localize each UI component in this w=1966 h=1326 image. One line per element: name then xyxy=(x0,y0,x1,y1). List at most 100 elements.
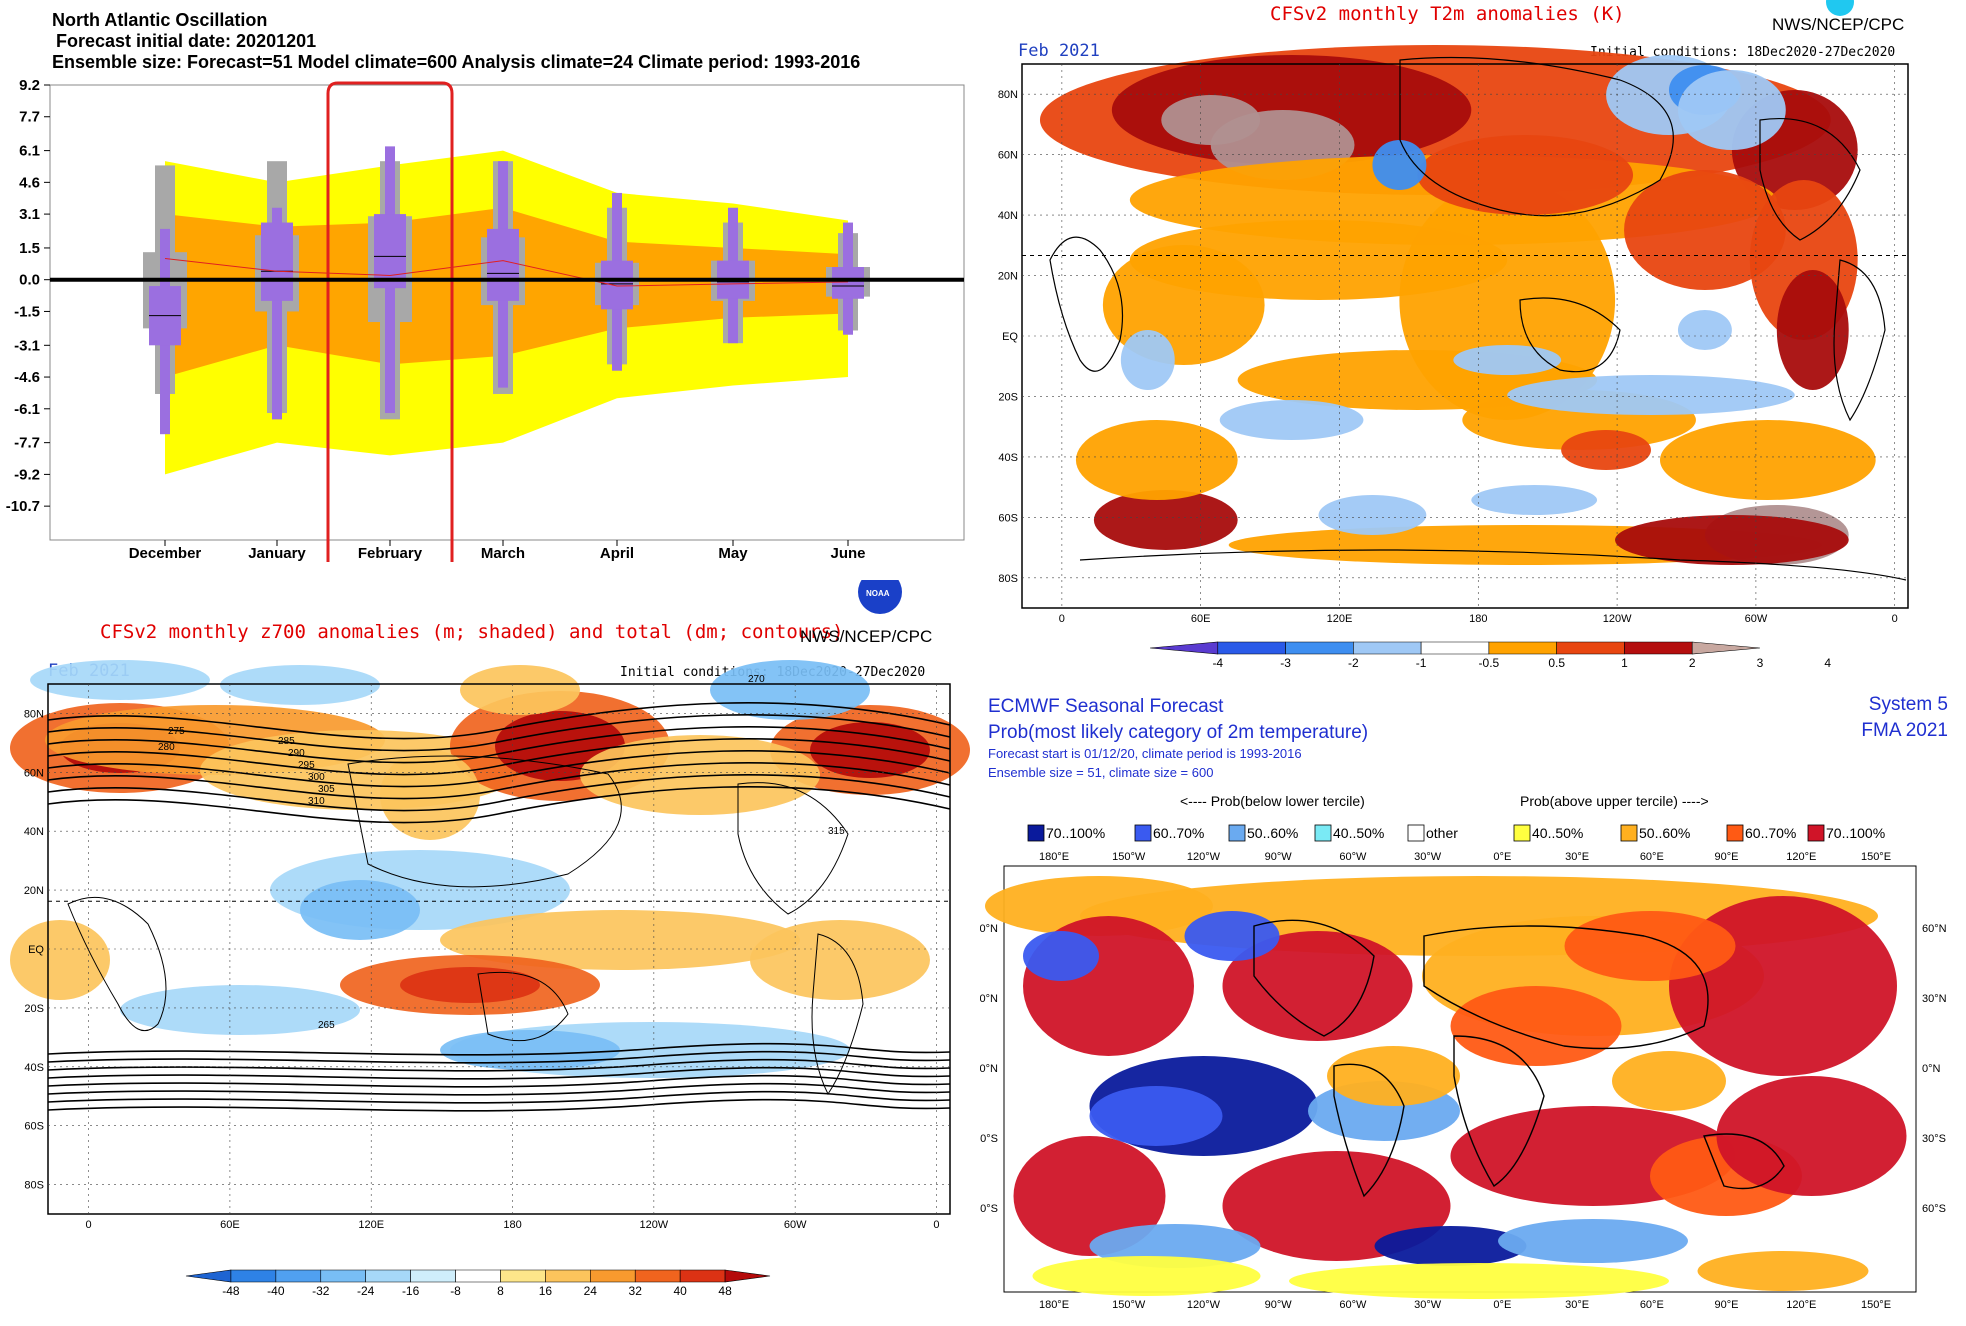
z700-lon-label: 120E xyxy=(358,1219,384,1231)
z700-contour xyxy=(47,1042,951,1056)
ecmwf-lat-label-right: 0°N xyxy=(1922,1063,1941,1075)
t2m-anomaly-region xyxy=(1093,490,1238,550)
t2m-anomaly-region xyxy=(1659,420,1876,500)
z700-contour xyxy=(47,738,951,776)
z700-colorbar-label: -24 xyxy=(357,1284,375,1298)
t2m-colorbar-label: -0.5 xyxy=(1479,656,1500,670)
z700-contour xyxy=(47,1098,951,1112)
ecmwf-lon-label-top: 120°W xyxy=(1187,851,1221,863)
ecmwf-lon-label-top: 180°E xyxy=(1039,851,1069,863)
ecmwf-lon-label-top: 30°W xyxy=(1414,851,1442,863)
ecmwf-legend-swatch xyxy=(1027,824,1045,842)
ecmwf-coastline xyxy=(1453,1035,1545,1187)
t2m-lon-label: 60W xyxy=(1745,613,1768,625)
t2m-lat-label: 40S xyxy=(998,452,1018,464)
ecmwf-lon-label-top: 150°E xyxy=(1861,851,1891,863)
z700-colorbar-label: -48 xyxy=(222,1284,240,1298)
t2m-lat-label: 20S xyxy=(998,391,1018,403)
ecmwf-legend-label: 70..100% xyxy=(1826,825,1885,841)
nao-xtick-label: January xyxy=(248,545,306,562)
ecmwf-legend-swatch xyxy=(1134,824,1152,842)
t2m-anomaly-region xyxy=(1677,310,1732,350)
t2m-lon-label: 0 xyxy=(1892,613,1898,625)
ecmwf-lon-label-bottom: 60°E xyxy=(1640,1299,1664,1311)
noaa-logo-icon xyxy=(1826,0,1854,16)
nao-init-date: Forecast initial date: 20201201 xyxy=(56,31,316,51)
t2m-title: CFSv2 monthly T2m anomalies (K) xyxy=(1270,3,1625,25)
t2m-anomaly-region xyxy=(1120,330,1175,390)
z700-contour xyxy=(47,762,951,800)
z700-colorbar-segment xyxy=(230,1269,277,1283)
z700-contour xyxy=(47,774,951,812)
ecmwf-subtitle: Prob(most likely category of 2m temperat… xyxy=(988,722,1368,743)
z700-lon-label: 0 xyxy=(86,1219,92,1231)
ecmwf-lon-label-bottom: 30°W xyxy=(1414,1299,1442,1311)
ecmwf-legend-label: 50..60% xyxy=(1247,825,1298,841)
ecmwf-lon-label-bottom: 60°W xyxy=(1339,1299,1367,1311)
z700-colorbar-segment xyxy=(545,1269,591,1283)
z700-contour xyxy=(47,1082,951,1096)
nao-ytick-label: -1.5 xyxy=(14,303,40,320)
nao-plot-area: 9.2 7.7 6.1 4.6 3.1 1.5 0.0 -1.5 -3.1 -4.6 -6.1 -7.… xyxy=(6,77,965,562)
t2m-anomaly-region xyxy=(1471,485,1598,515)
z700-lon-label: 120W xyxy=(639,1219,668,1231)
z700-contour xyxy=(47,714,951,752)
t2m-anomaly-region xyxy=(1417,135,1634,215)
z700-colorbar-segment xyxy=(500,1269,546,1283)
nao-ytick-label: -7.7 xyxy=(14,435,40,452)
ecmwf-lat-label-left: 60°N xyxy=(980,923,998,935)
z700-anomaly-region xyxy=(440,1030,620,1070)
nao-highlight-box xyxy=(326,81,454,562)
t2m-map: 80N 60N 40N 20N EQ 20S 40S 60S 80S 0 60E 120E 180 120… xyxy=(998,45,1909,625)
ecmwf-lon-label-top: 120°E xyxy=(1786,851,1816,863)
t2m-colorbar-label: -1 xyxy=(1416,656,1427,670)
t2m-lon-label: 120E xyxy=(1327,613,1353,625)
ecmwf-probability-region xyxy=(1612,1051,1726,1111)
t2m-colorbar-label: -4 xyxy=(1212,656,1223,670)
ecmwf-probability-region xyxy=(1289,1263,1669,1299)
t2m-coastline xyxy=(1519,297,1621,373)
t2m-colorbar-label: -3 xyxy=(1280,656,1291,670)
t2m-lon-label: 60E xyxy=(1191,613,1211,625)
t2m-lat-label: 60S xyxy=(998,512,1018,524)
nao-ytick-label: -10.7 xyxy=(6,498,40,515)
t2m-source: NWS/NCEP/CPC xyxy=(1772,15,1904,34)
ecmwf-probability-region xyxy=(1450,986,1622,1066)
ecmwf-probability-region xyxy=(1222,931,1413,1041)
nao-ytick-label: 0.0 xyxy=(19,272,40,289)
nao-forecast-box xyxy=(261,222,293,301)
nao-ytick-label: -6.1 xyxy=(14,401,40,418)
nao-ytick-label: -3.1 xyxy=(14,337,40,354)
nao-ytick-label: -4.6 xyxy=(14,369,40,386)
z700-colorbar-segment xyxy=(365,1269,411,1283)
z700-contour-label: 285 xyxy=(278,736,295,747)
z700-lon-label: 180 xyxy=(503,1219,521,1231)
z700-lat-label: 80N xyxy=(24,708,44,720)
t2m-colorbar-segment xyxy=(1217,641,1286,655)
nao-ytick-label: -9.2 xyxy=(14,466,40,483)
z700-lat-label: 60S xyxy=(24,1121,44,1133)
ecmwf-lon-label-top: 0°E xyxy=(1493,851,1511,863)
z700-anomaly-region xyxy=(440,910,800,970)
ecmwf-probability-region xyxy=(1089,1086,1223,1146)
ecmwf-probability-region xyxy=(1697,1251,1869,1291)
z700-colorbar-label: 24 xyxy=(584,1284,598,1298)
nao-ytick-label: 3.1 xyxy=(19,206,40,223)
t2m-colorbar-label: 1 xyxy=(1621,656,1628,670)
ecmwf-coastline xyxy=(1703,1133,1785,1190)
t2m-lon-label: 0 xyxy=(1059,613,1065,625)
ecmwf-legend-label: other xyxy=(1426,825,1458,841)
z700-contour xyxy=(47,726,951,764)
ecmwf-probability-region xyxy=(1184,911,1280,961)
ecmwf-system: System 5 xyxy=(1869,694,1948,715)
nao-ytick-label: 4.6 xyxy=(19,174,40,191)
z700-colorbar-label: 48 xyxy=(718,1284,732,1298)
ecmwf-lat-label-right: 30°S xyxy=(1922,1133,1946,1145)
nao-ytick-label: 6.1 xyxy=(19,143,40,160)
ecmwf-legend-swatch xyxy=(1407,824,1425,842)
nao-trend-line xyxy=(164,258,849,287)
t2m-anomaly-region xyxy=(1453,345,1562,375)
ecmwf-legend-swatch xyxy=(1513,824,1531,842)
t2m-coastline xyxy=(1049,236,1123,372)
nao-ensemble-info: Ensemble size: Forecast=51 Model climate… xyxy=(52,52,860,72)
